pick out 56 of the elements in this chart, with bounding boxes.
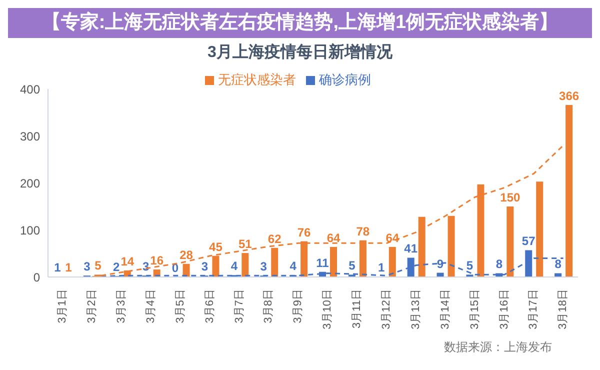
- x-tick-label: 3月4日: [144, 289, 157, 324]
- data-label: 3: [260, 260, 268, 274]
- source-note: 数据来源：上海发布: [443, 339, 552, 356]
- data-label: 3: [201, 260, 208, 274]
- data-label: 4: [230, 259, 238, 274]
- data-label: 1: [54, 260, 62, 275]
- data-label: 150: [500, 190, 520, 204]
- data-label: 28: [180, 248, 194, 262]
- data-label: 5: [348, 258, 356, 273]
- y-tick-label: 0: [33, 270, 40, 284]
- chart-title: 3月上海疫情每日新增情况: [206, 42, 394, 63]
- data-label: 5: [466, 258, 474, 273]
- x-tick-label: 3月10日: [322, 289, 334, 330]
- data-label: 1: [65, 260, 72, 275]
- x-tick-label: 3月11日: [351, 289, 364, 329]
- x-tick-label: 3月16日: [498, 289, 510, 330]
- data-label: 8: [496, 257, 503, 272]
- x-tick-label: 3月18日: [557, 289, 570, 330]
- data-label: 2: [113, 260, 120, 274]
- data-label: 11: [316, 256, 330, 270]
- data-label: 76: [297, 225, 312, 240]
- data-label: 57: [522, 234, 536, 248]
- x-tick-label: 3月7日: [233, 289, 246, 324]
- data-label: 45: [209, 240, 223, 254]
- x-tick-label: 3月12日: [380, 289, 393, 330]
- data-label: 4: [290, 259, 297, 274]
- x-tick-label: 3月6日: [204, 289, 216, 324]
- legend-label: 无症状感染者: [218, 72, 296, 87]
- data-label: 3: [84, 260, 91, 274]
- x-tick-label: 3月13日: [410, 289, 422, 330]
- legend-label: 确诊病例: [319, 72, 371, 87]
- data-label: 51: [238, 237, 252, 252]
- data-label: 1: [378, 260, 386, 275]
- data-label: 366: [559, 88, 580, 103]
- data-label: 64: [326, 230, 340, 245]
- y-tick-label: 200: [20, 176, 40, 190]
- data-label: 16: [150, 253, 164, 268]
- data-label: 8: [554, 257, 562, 272]
- data-label: 62: [268, 232, 282, 246]
- y-tick-label: 400: [20, 82, 40, 96]
- y-tick-label: 300: [20, 129, 40, 144]
- data-label: 78: [356, 224, 370, 238]
- y-tick-label: 100: [20, 223, 40, 238]
- x-tick-label: 3月2日: [86, 289, 98, 324]
- x-tick-label: 3月5日: [174, 289, 186, 324]
- x-tick-label: 3月8日: [262, 289, 275, 324]
- x-tick-label: 3月1日: [56, 289, 69, 324]
- x-tick-label: 3月14日: [439, 289, 452, 330]
- data-label: 14: [120, 254, 134, 268]
- data-label: 41: [404, 242, 418, 256]
- x-tick-label: 3月9日: [292, 289, 304, 324]
- x-tick-label: 3月17日: [528, 289, 540, 330]
- x-tick-label: 3月15日: [468, 289, 481, 330]
- chart-subtitle: 【专家:上海无症状者左右疫情趋势,上海增1例无症状感染者】: [8, 8, 592, 38]
- x-tick-label: 3月3日: [116, 289, 128, 324]
- data-label: 5: [94, 258, 102, 273]
